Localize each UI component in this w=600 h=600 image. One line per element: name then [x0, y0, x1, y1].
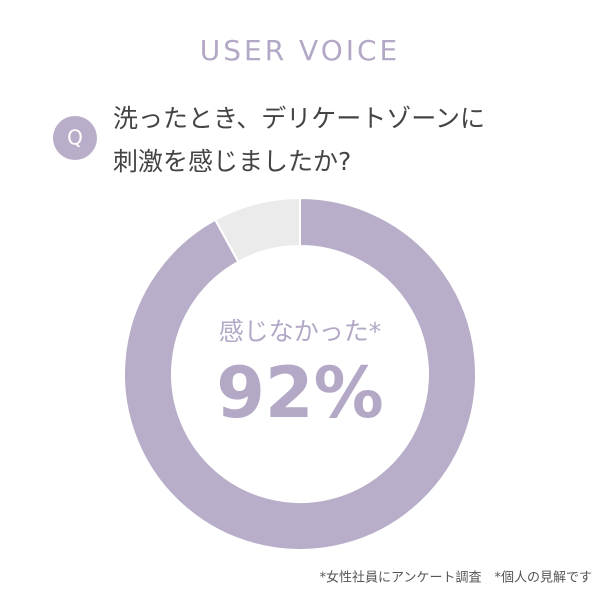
center-value-label: 92% [216, 352, 384, 434]
donut-slice [123, 196, 477, 551]
question-badge-circle [53, 116, 97, 160]
question-line: 洗ったとき、デリケートゾーンに [113, 104, 485, 133]
footnote: *女性社員にアンケート調査 *個人の見解です [320, 570, 592, 586]
donut-slice [213, 196, 301, 264]
center-category: 感じなかった* [219, 317, 382, 346]
question-line: 刺激を感じましたか? [113, 147, 351, 176]
chart-title: USER VOICE [200, 34, 401, 67]
question-badge: Q [67, 126, 83, 150]
